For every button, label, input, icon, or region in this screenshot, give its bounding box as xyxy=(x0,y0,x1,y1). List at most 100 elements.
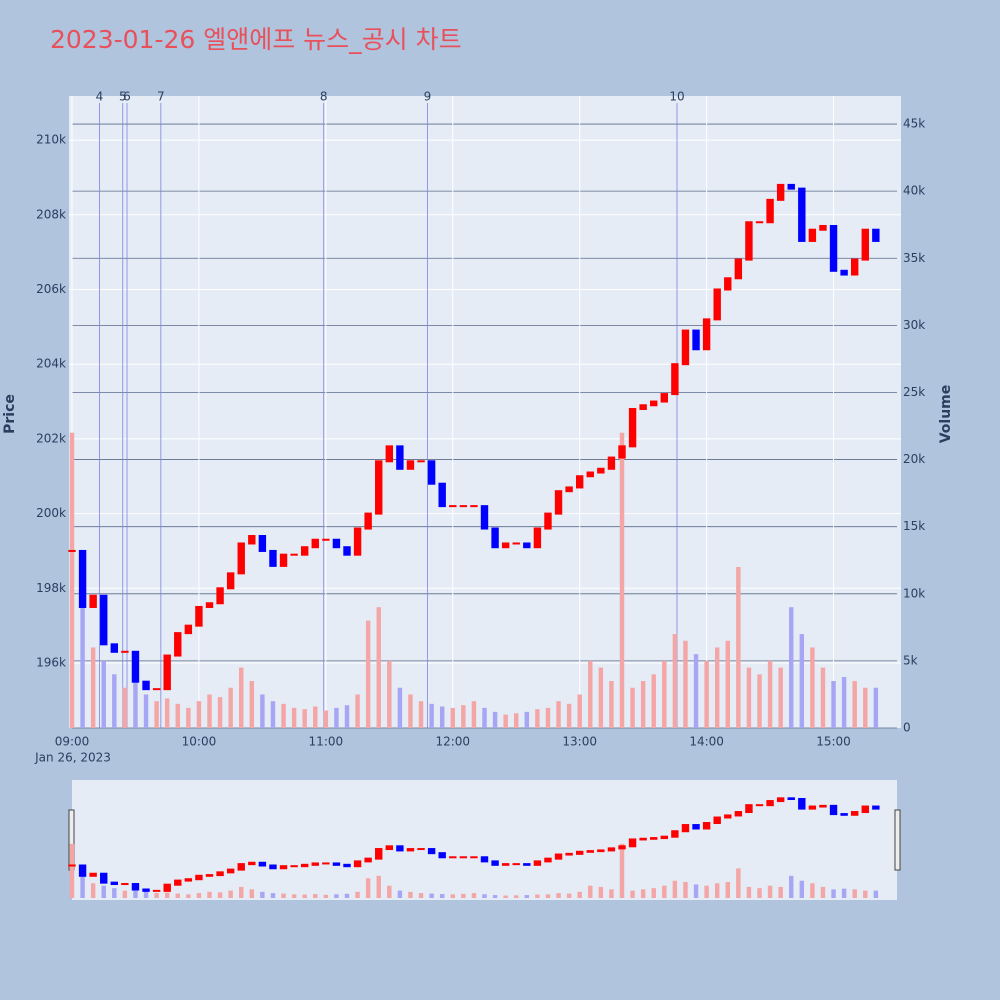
volume-bar xyxy=(376,875,381,898)
volume-bar xyxy=(683,881,688,898)
candle xyxy=(692,329,700,351)
volume-bar xyxy=(387,885,392,898)
volume-bar xyxy=(408,694,413,728)
candle xyxy=(501,863,510,866)
candle xyxy=(205,874,214,877)
candle xyxy=(586,850,594,853)
volume-bar xyxy=(249,681,255,728)
candle xyxy=(258,535,267,552)
volume-bar xyxy=(535,709,540,728)
candle xyxy=(512,542,520,545)
news-label: 6 xyxy=(123,90,131,104)
volume-bar xyxy=(154,893,159,898)
candle xyxy=(872,228,880,242)
volume-bar xyxy=(387,660,392,728)
y2-tick-label: 15k xyxy=(903,519,925,533)
candle xyxy=(427,848,436,855)
volume-bar xyxy=(492,895,498,898)
volume-bar xyxy=(619,432,625,728)
candle xyxy=(861,228,869,261)
volume-bar xyxy=(757,674,762,728)
candle xyxy=(544,512,552,530)
volume-bar xyxy=(439,706,445,728)
candle xyxy=(322,862,330,865)
candle xyxy=(100,594,108,646)
candle xyxy=(607,847,616,852)
volume-bar xyxy=(101,885,106,898)
y-axis-label: Price xyxy=(2,394,18,434)
volume-bar xyxy=(514,895,519,898)
news-label: 9 xyxy=(424,90,432,104)
volume-bar xyxy=(122,687,128,728)
candle xyxy=(745,804,753,814)
volume-bar xyxy=(704,660,709,728)
candle xyxy=(819,224,827,231)
y2-tick-label: 20k xyxy=(903,452,925,466)
candle xyxy=(427,460,436,485)
volume-bar xyxy=(270,893,276,898)
candle xyxy=(121,883,129,886)
x-tick-label: 12:00 xyxy=(435,735,470,749)
volume-bar xyxy=(217,892,223,898)
candle xyxy=(850,811,859,816)
volume-bar xyxy=(154,701,159,728)
candle xyxy=(195,605,203,627)
candle xyxy=(269,549,277,567)
candle xyxy=(512,863,520,866)
plot-area xyxy=(69,96,901,728)
candle xyxy=(554,853,563,860)
y2-tick-label: 45k xyxy=(903,117,925,131)
candle xyxy=(575,475,584,489)
volume-bar xyxy=(355,694,360,728)
volume-bar xyxy=(524,895,530,898)
volume-bar xyxy=(714,883,720,898)
candle xyxy=(237,863,245,871)
candle xyxy=(713,816,721,824)
volume-bar xyxy=(270,701,276,728)
y-tick-label: 202k xyxy=(36,431,66,445)
candle xyxy=(628,838,637,848)
y-tick-label: 196k xyxy=(36,656,66,670)
volume-bar xyxy=(302,894,307,898)
candle xyxy=(406,848,415,852)
candle xyxy=(322,538,330,541)
candle xyxy=(353,527,362,556)
candle xyxy=(480,856,489,863)
candle xyxy=(755,221,764,224)
volume-bar xyxy=(651,674,656,728)
volume-bar xyxy=(841,676,847,728)
y2-tick-label: 25k xyxy=(903,385,925,399)
volume-bar xyxy=(503,714,508,728)
candle xyxy=(681,329,690,366)
volume-bar xyxy=(619,843,625,898)
candle xyxy=(438,852,446,859)
volume-bar xyxy=(662,660,667,728)
candle xyxy=(195,874,203,881)
volume-bar xyxy=(725,881,730,898)
candle xyxy=(163,654,171,691)
volume-bar xyxy=(672,880,678,898)
candle xyxy=(829,224,838,272)
candle xyxy=(829,804,838,816)
candle xyxy=(279,865,288,870)
y-tick-label: 204k xyxy=(36,357,66,371)
volume-bar xyxy=(799,634,805,728)
candle xyxy=(681,824,690,833)
volume-bar xyxy=(397,890,403,898)
chart-title: 2023-01-26 엘앤에프 뉴스_공시 차트 xyxy=(50,25,462,54)
volume-bar xyxy=(725,640,730,728)
candle xyxy=(808,228,817,242)
volume-bar xyxy=(291,707,297,728)
volume-bar xyxy=(672,634,678,728)
slider-handle[interactable] xyxy=(894,809,901,871)
volume-bar xyxy=(164,698,170,728)
volume-bar xyxy=(556,701,561,728)
volume-bar xyxy=(228,890,233,898)
candle xyxy=(798,798,806,810)
volume-bar xyxy=(863,890,868,898)
range-slider[interactable] xyxy=(72,780,897,900)
volume-bar xyxy=(207,891,212,898)
candle xyxy=(163,883,171,892)
candle xyxy=(724,814,732,819)
volume-bar xyxy=(239,667,244,728)
